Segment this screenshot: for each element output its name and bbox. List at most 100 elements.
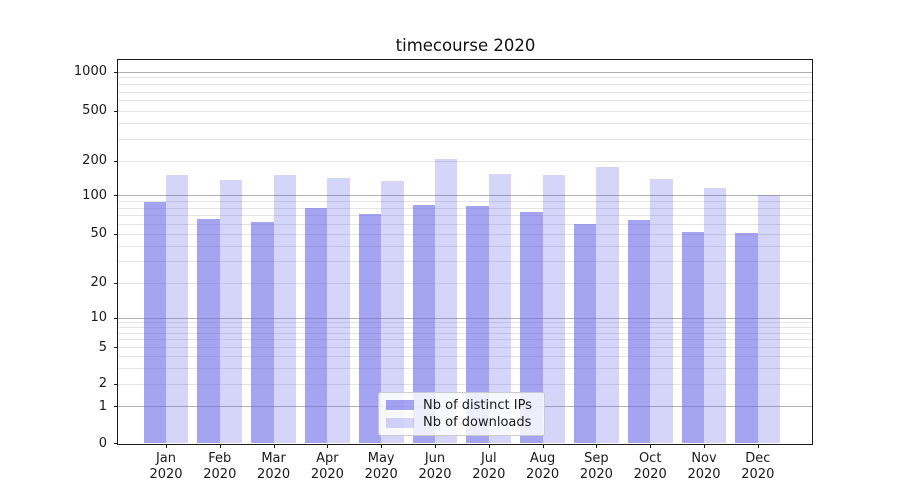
gridline-minor <box>118 327 812 329</box>
gridline-minor <box>118 322 812 324</box>
y-tick-mark <box>114 347 118 349</box>
y-tick-label: 1000 <box>73 64 107 79</box>
bar-distinct-ips-oct <box>627 219 651 444</box>
y-tick-mark <box>114 195 118 197</box>
x-tick-mark <box>704 444 705 448</box>
gridline-minor <box>118 84 812 86</box>
y-tick-label: 200 <box>82 153 107 169</box>
x-tick-mark <box>650 444 652 448</box>
gridline-minor <box>118 367 812 369</box>
x-tick-mark <box>435 444 436 448</box>
bar-distinct-ips-jun <box>412 204 435 444</box>
x-tick-mark <box>596 444 598 448</box>
x-tick-mark <box>219 444 221 448</box>
y-tick-mark <box>114 406 118 408</box>
bar-downloads-aug <box>542 174 565 444</box>
x-tick-mark <box>488 444 490 448</box>
bar-downloads-jun <box>435 159 458 444</box>
legend-swatch-downloads <box>386 417 414 428</box>
bar-downloads-sep <box>596 166 619 444</box>
gridline-minor <box>118 282 812 284</box>
bar-downloads-jul <box>488 174 512 444</box>
x-tick-label: Sep 2020 <box>579 451 613 482</box>
bar-downloads-apr <box>327 178 350 444</box>
x-tick-mark <box>381 444 383 448</box>
y-tick-label: 500 <box>82 103 107 118</box>
gridline-minor <box>118 77 812 79</box>
gridline-minor <box>118 160 812 162</box>
bar-distinct-ips-may <box>358 213 382 444</box>
chart-title: timecourse 2020 <box>395 36 536 55</box>
x-tick-mark <box>757 444 759 448</box>
bar-distinct-ips-aug <box>520 212 543 444</box>
y-tick-mark <box>114 160 118 162</box>
x-tick-label: Jul 2020 <box>472 451 506 482</box>
y-tick-label: 2 <box>98 376 107 392</box>
gridline-minor <box>118 138 812 140</box>
y-tick-label: 100 <box>82 187 107 203</box>
legend-item-distinct-ips: Nb of distinct IPs <box>386 398 537 413</box>
x-tick-label: Jun 2020 <box>418 451 452 482</box>
bar-downloads-dec <box>757 194 781 444</box>
y-tick-label: 50 <box>90 226 107 242</box>
y-tick-mark <box>114 317 118 319</box>
bar-distinct-ips-feb <box>197 218 220 444</box>
x-tick-label: Dec 2020 <box>741 451 775 482</box>
legend: Nb of distinct IPs Nb of downloads <box>378 392 545 436</box>
gridline-major <box>118 71 812 73</box>
y-tick-mark <box>114 443 118 444</box>
y-tick-label: 5 <box>98 339 107 355</box>
bar-downloads-may <box>381 181 404 444</box>
bar-downloads-jan <box>166 174 189 444</box>
y-tick-label: 10 <box>90 310 107 326</box>
legend-item-downloads: Nb of downloads <box>386 415 537 430</box>
gridline-minor <box>118 339 812 341</box>
gridline-minor <box>118 207 812 209</box>
y-tick-mark <box>114 282 118 284</box>
y-tick-mark <box>114 71 118 73</box>
gridline-major <box>118 195 812 197</box>
gridline-minor <box>118 245 812 247</box>
bar-distinct-ips-nov <box>681 232 704 444</box>
gridline-minor <box>118 233 812 235</box>
x-tick-mark <box>166 444 167 448</box>
x-tick-label: Feb 2020 <box>203 451 237 482</box>
legend-label-downloads: Nb of downloads <box>423 415 532 431</box>
bar-downloads-mar <box>273 175 296 444</box>
x-tick-label: Nov 2020 <box>687 451 721 482</box>
legend-swatch-distinct-ips <box>386 400 414 411</box>
x-tick-label: Jan 2020 <box>149 451 183 482</box>
y-tick-mark <box>114 233 118 235</box>
bar-distinct-ips-jul <box>466 206 489 444</box>
gridline-minor <box>118 356 812 358</box>
gridline-minor <box>118 201 812 203</box>
x-tick-mark <box>327 444 329 448</box>
x-tick-label: Apr 2020 <box>310 451 344 482</box>
bar-downloads-nov <box>704 188 727 444</box>
x-tick-label: May 2020 <box>364 451 398 482</box>
x-tick-label: Oct 2020 <box>633 451 667 482</box>
bar-distinct-ips-dec <box>735 233 758 444</box>
x-tick-label: Mar 2020 <box>257 451 291 482</box>
bar-downloads-oct <box>650 178 673 444</box>
y-tick-mark <box>114 383 118 385</box>
bar-distinct-ips-jan <box>143 202 166 444</box>
gridline-minor <box>118 332 812 334</box>
bar-distinct-ips-sep <box>574 224 597 444</box>
x-tick-mark <box>273 444 275 448</box>
gridline-major <box>118 317 812 319</box>
gridline-minor <box>118 223 812 225</box>
y-tick-label: 0 <box>98 435 107 451</box>
x-tick-mark <box>542 444 544 448</box>
gridline-minor <box>118 347 812 349</box>
y-tick-label: 20 <box>90 275 107 291</box>
gridline-minor <box>118 215 812 217</box>
gridline-minor <box>118 110 812 112</box>
y-tick-label: 1 <box>98 398 107 414</box>
gridline-minor <box>118 261 812 263</box>
legend-label-distinct-ips: Nb of distinct IPs <box>423 397 532 413</box>
bar-distinct-ips-apr <box>305 208 328 444</box>
gridline-minor <box>118 383 812 385</box>
y-tick-mark <box>114 110 118 112</box>
